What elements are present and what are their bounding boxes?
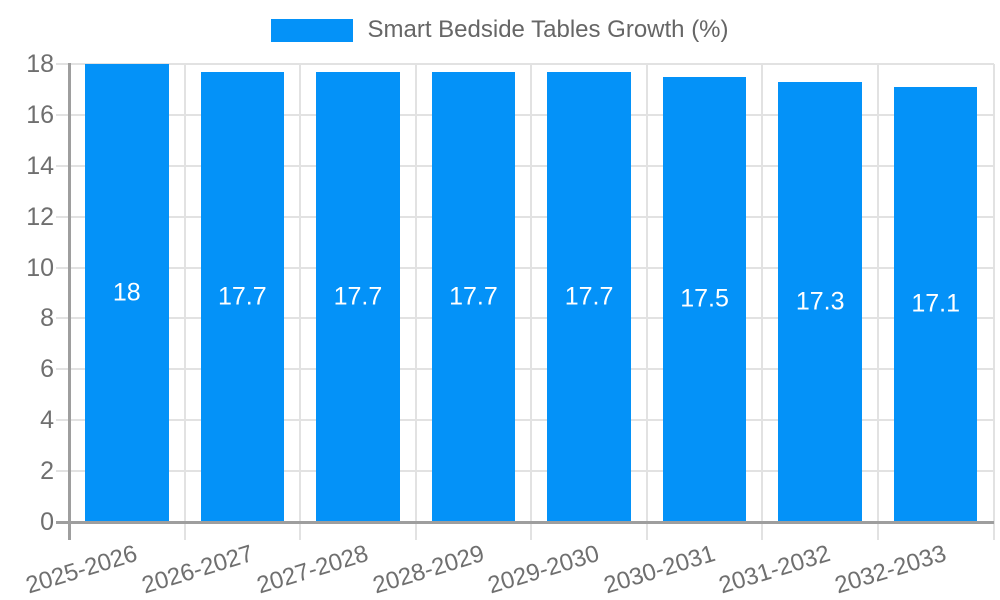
legend-label: Smart Bedside Tables Growth (%) (367, 16, 729, 43)
x-tick-label: 2030-2031 (600, 540, 719, 600)
bar: 17.3 (778, 81, 862, 522)
gridline-vertical (876, 64, 879, 540)
y-tick-label: 8 (40, 304, 54, 333)
gridline-vertical (761, 64, 764, 540)
bar: 17.7 (547, 71, 631, 522)
bar-value-label: 17.1 (911, 289, 961, 318)
x-tick-label: 2029-2030 (484, 540, 603, 600)
y-tick-label: 4 (40, 406, 54, 435)
chart-legend: Smart Bedside Tables Growth (%) (0, 16, 1000, 44)
bar: 18 (85, 64, 169, 522)
bar-value-label: 17.3 (795, 287, 845, 316)
gridline-vertical (530, 64, 533, 540)
bar: 17.7 (431, 71, 516, 522)
gridline-horizontal (56, 419, 994, 422)
y-tick-label: 18 (26, 50, 54, 78)
gridline-horizontal (56, 368, 994, 371)
gridline-vertical (183, 64, 186, 540)
x-tick-label: 2026-2027 (138, 540, 256, 600)
bar-value-label: 17.7 (218, 282, 267, 311)
x-tick-label: 2025-2026 (22, 540, 141, 600)
gridline-horizontal (56, 470, 994, 473)
y-tick-label: 16 (26, 100, 54, 129)
bar-value-label: 17.7 (564, 282, 614, 311)
x-tick-label: 2031-2032 (716, 540, 834, 600)
bar: 17.7 (316, 71, 400, 522)
y-tick-label: 14 (26, 151, 54, 180)
y-axis-line (67, 63, 71, 540)
gridline-horizontal (56, 113, 994, 116)
gridline-horizontal (56, 164, 994, 167)
y-tick-label: 2 (40, 457, 54, 486)
gridline-vertical (645, 64, 648, 540)
bar: 17.5 (662, 76, 747, 522)
gridline-vertical (299, 64, 302, 540)
x-tick-label: 2032-2033 (831, 540, 950, 600)
gridline-horizontal (56, 215, 994, 218)
gridline-vertical (414, 64, 417, 540)
legend-swatch (271, 18, 354, 42)
gridline-horizontal (56, 63, 994, 65)
bar-value-label: 18 (112, 278, 141, 307)
y-tick-label: 0 (40, 508, 54, 536)
gridline-horizontal (56, 266, 994, 269)
bar: 17.1 (893, 86, 978, 522)
gridline-vertical (992, 64, 995, 540)
y-tick-label: 6 (40, 355, 54, 384)
x-axis-line (56, 521, 994, 524)
bar-value-label: 17.7 (449, 282, 498, 311)
bar-value-label: 17.7 (333, 282, 383, 311)
x-tick-label: 2028-2029 (369, 540, 488, 600)
y-tick-label: 12 (26, 202, 54, 231)
bar: 17.7 (200, 71, 285, 522)
y-tick-label: 10 (26, 253, 54, 282)
x-tick-label: 2027-2028 (253, 540, 372, 600)
gridline-horizontal (56, 317, 994, 320)
bar-value-label: 17.5 (680, 284, 729, 313)
